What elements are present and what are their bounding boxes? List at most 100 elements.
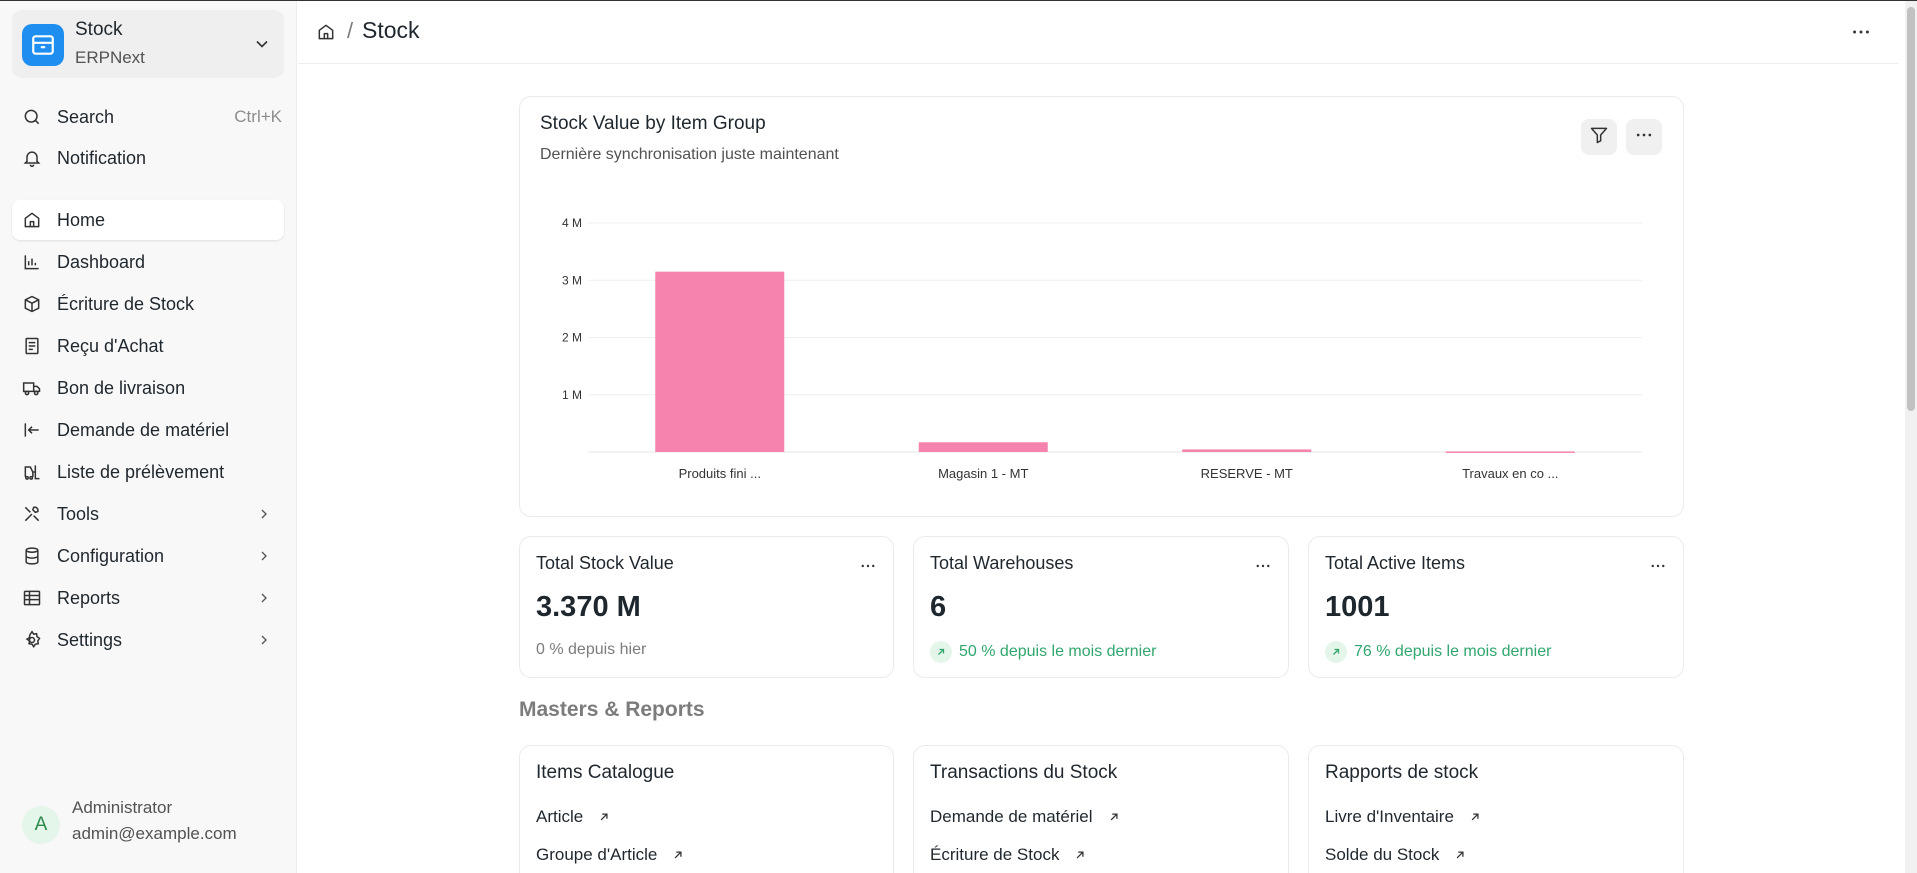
chart-title: Stock Value by Item Group	[540, 113, 766, 134]
y-tick-label: 4 M	[562, 216, 582, 230]
sidebar-item-label: Tools	[57, 503, 100, 524]
number-card-total-warehouses: Total Warehouses 6 50 % depuis le mois d…	[913, 536, 1289, 678]
link-solde-du-stock[interactable]: Solde du Stock	[1325, 845, 1467, 865]
scrollbar[interactable]	[1905, 1, 1917, 873]
arrow-up-right-icon	[1453, 848, 1467, 862]
sidebar-item-label: Liste de prélèvement	[57, 461, 225, 482]
chevron-right-icon	[256, 632, 272, 648]
card-title: Rapports de stock	[1325, 762, 1479, 783]
arrow-up-right-icon	[671, 848, 685, 862]
link-ecriture-de-stock[interactable]: Écriture de Stock	[930, 845, 1087, 865]
chart-more-button[interactable]	[1626, 119, 1662, 155]
link-label: Solde du Stock	[1325, 845, 1440, 864]
sidebar-item-liste-de-prelevement[interactable]: Liste de prélèvement	[12, 452, 284, 492]
arrow-up-right-icon	[930, 641, 952, 663]
bar	[1182, 449, 1312, 452]
card-stat-text: 0 % depuis hier	[536, 641, 647, 658]
chevron-right-icon	[256, 506, 272, 522]
link-label: Demande de matériel	[930, 807, 1093, 826]
y-tick-label: 3 M	[562, 273, 582, 287]
card-stat: 50 % depuis le mois dernier	[930, 641, 1156, 663]
tools-icon	[20, 502, 44, 526]
link-demande-de-materiel[interactable]: Demande de matériel	[930, 807, 1121, 827]
bell-icon	[20, 146, 44, 170]
table-icon	[20, 586, 44, 610]
box-icon	[20, 292, 44, 316]
chart-subtitle: Dernière synchronisation juste maintenan…	[540, 146, 839, 163]
filter-icon	[1589, 125, 1609, 150]
more-icon[interactable]	[1254, 557, 1272, 580]
link-article[interactable]: Article	[536, 807, 611, 827]
chevron-right-icon	[256, 590, 272, 606]
link-card-transactions-du-stock: Transactions du Stock Demande de matérie…	[913, 745, 1289, 873]
avatar: A	[22, 806, 60, 844]
y-tick-label: 1 M	[562, 388, 582, 402]
more-icon[interactable]	[1649, 557, 1667, 580]
more-icon[interactable]	[859, 557, 877, 580]
sidebar-item-tools[interactable]: Tools	[12, 494, 284, 534]
workspace-switcher[interactable]: Stock ERPNext	[12, 10, 284, 78]
link-label: Groupe d'Article	[536, 845, 658, 864]
link-card-rapports-de-stock: Rapports de stock Livre d'Inventaire Sol…	[1308, 745, 1684, 873]
user-email: admin@example.com	[72, 824, 237, 843]
filter-button[interactable]	[1581, 119, 1617, 155]
sidebar-item-home[interactable]: Home	[12, 200, 284, 240]
sidebar-item-label: Home	[57, 209, 106, 230]
topbar: / Stock	[298, 1, 1898, 64]
sidebar-item-label: Settings	[57, 629, 123, 650]
sidebar-item-reports[interactable]: Reports	[12, 578, 284, 618]
sidebar-item-label: Reçu d'Achat	[57, 335, 164, 356]
chevron-right-icon	[256, 548, 272, 564]
receipt-icon	[20, 334, 44, 358]
workspace-title: Stock	[75, 19, 123, 40]
sidebar: Stock ERPNext Search Ctrl+K Notification…	[0, 1, 297, 873]
card-stat: 0 % depuis hier	[536, 641, 646, 659]
forklift-icon	[20, 460, 44, 484]
page-title: Stock	[362, 17, 420, 43]
chart-card: Stock Value by Item Group Dernière synch…	[519, 96, 1684, 517]
more-icon	[1634, 125, 1654, 150]
arrow-up-right-icon	[1468, 810, 1482, 824]
user-name: Administrator	[72, 798, 173, 817]
sidebar-item-configuration[interactable]: Configuration	[12, 536, 284, 576]
arrow-up-right-icon	[1073, 848, 1087, 862]
link-groupe-darticle[interactable]: Groupe d'Article	[536, 845, 685, 865]
x-tick-label: Travaux en co ...	[1462, 466, 1558, 481]
card-title: Total Warehouses	[930, 553, 1074, 573]
sidebar-item-label: Demande de matériel	[57, 419, 230, 440]
sidebar-item-ecriture-de-stock[interactable]: Écriture de Stock	[12, 284, 284, 324]
search-button[interactable]: Search Ctrl+K	[12, 97, 284, 137]
truck-icon	[20, 376, 44, 400]
number-card-total-stock-value: Total Stock Value 3.370 M 0 % depuis hie…	[519, 536, 894, 678]
x-tick-label: Magasin 1 - MT	[938, 466, 1028, 481]
card-stat-text: 76 % depuis le mois dernier	[1354, 643, 1552, 660]
sidebar-item-label: Reports	[57, 587, 121, 608]
sidebar-item-recu-dachat[interactable]: Reçu d'Achat	[12, 326, 284, 366]
card-title: Total Active Items	[1325, 553, 1466, 573]
bar-chart-icon	[20, 250, 44, 274]
card-value: 1001	[1325, 591, 1390, 623]
card-value: 3.370 M	[536, 591, 641, 623]
more-icon[interactable]	[1850, 21, 1872, 48]
link-livre-dinventaire[interactable]: Livre d'Inventaire	[1325, 807, 1482, 827]
workspace-subtitle: ERPNext	[75, 48, 145, 67]
card-stat-text: 50 % depuis le mois dernier	[959, 643, 1157, 660]
arrow-left-bar-icon	[20, 418, 44, 442]
link-card-items-catalogue: Items Catalogue Article Groupe d'Article	[519, 745, 894, 873]
bar-chart: 1 M 2 M 3 M 4 M Produits fini ... Magasin 1 -…	[562, 216, 1642, 481]
sidebar-item-dashboard[interactable]: Dashboard	[12, 242, 284, 282]
scrollbar-thumb[interactable]	[1907, 7, 1915, 411]
sidebar-item-demande-de-materiel[interactable]: Demande de matériel	[12, 410, 284, 450]
arrow-up-right-icon	[1325, 641, 1347, 663]
home-icon[interactable]	[316, 21, 336, 48]
sidebar-item-bon-de-livraison[interactable]: Bon de livraison	[12, 368, 284, 408]
sidebar-item-label: Écriture de Stock	[57, 293, 195, 314]
notification-button[interactable]: Notification	[12, 138, 284, 178]
gear-icon	[20, 628, 44, 652]
search-icon	[20, 105, 44, 129]
stock-app-icon	[22, 24, 64, 66]
link-label: Article	[536, 807, 584, 826]
user-menu[interactable]: A Administrator admin@example.com	[22, 798, 284, 858]
sidebar-item-settings[interactable]: Settings	[12, 620, 284, 660]
search-label: Search	[57, 106, 115, 127]
